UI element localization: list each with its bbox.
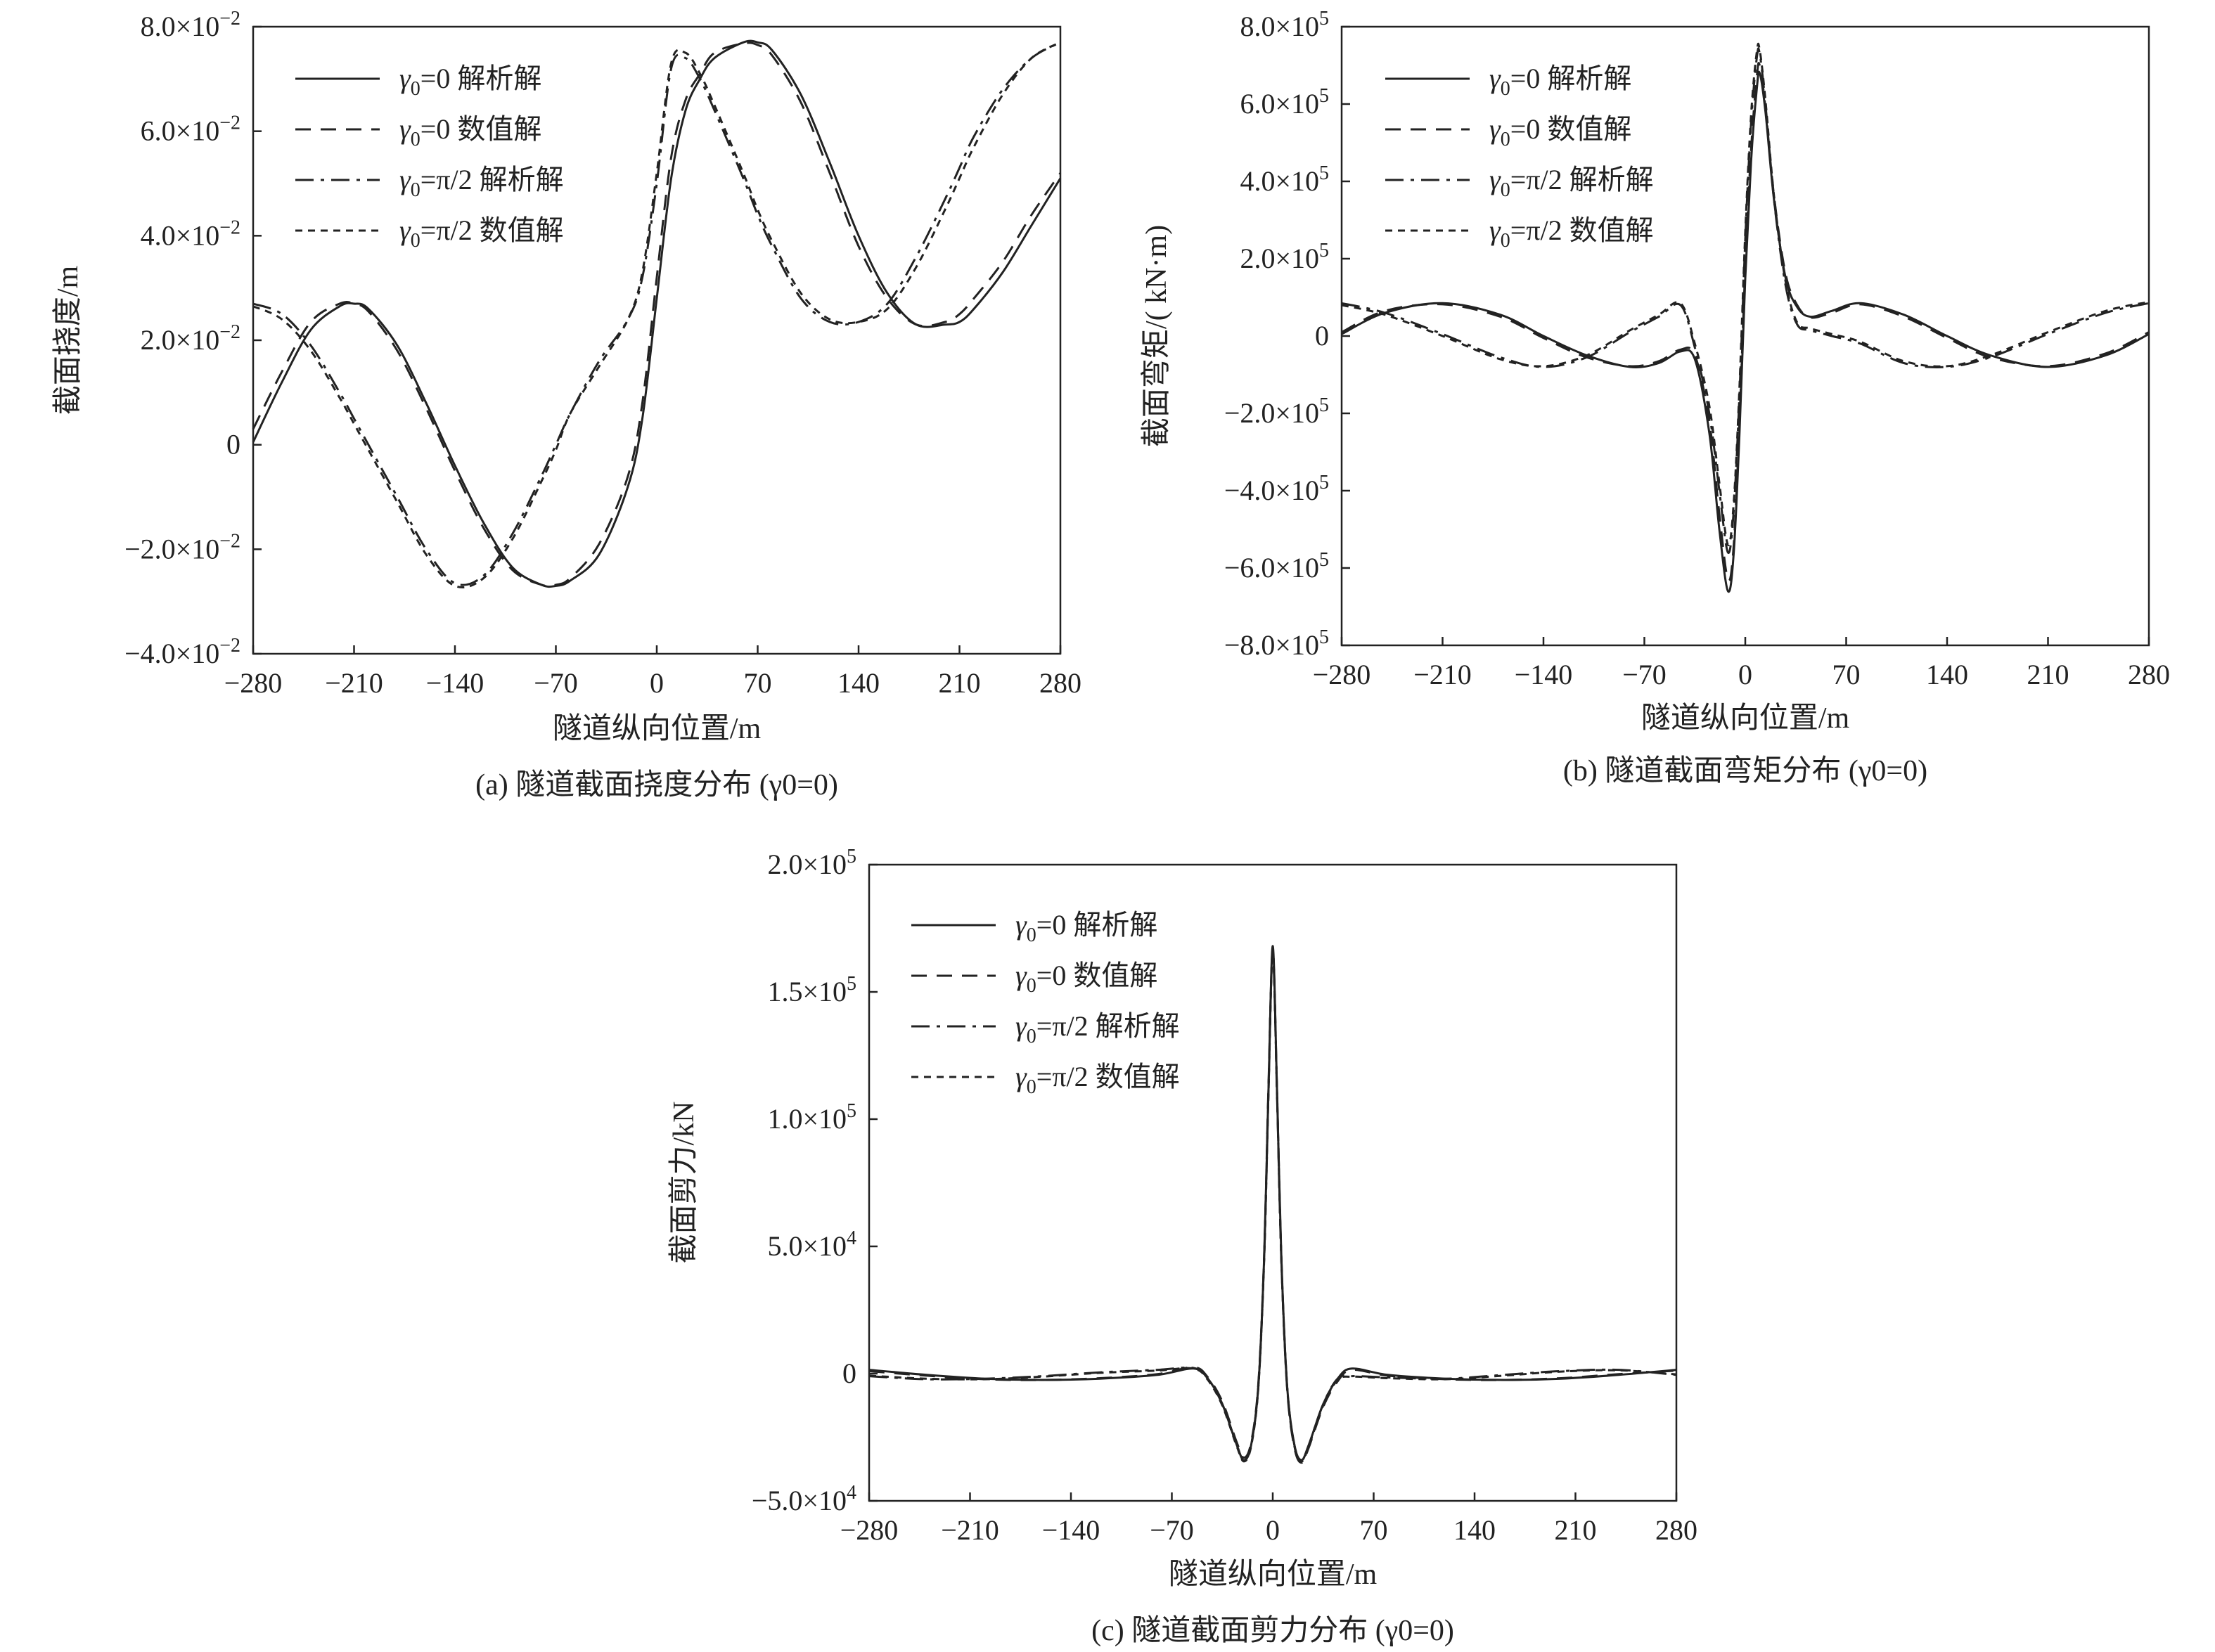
- x-tick-label: −140: [1515, 659, 1573, 690]
- x-tick-label: −210: [1413, 659, 1472, 690]
- x-tick-label: −70: [1622, 659, 1667, 690]
- chart-caption: (c) 隧道截面剪力分布 (γ0=0): [1091, 1615, 1454, 1647]
- series-line-n0: [1341, 62, 2150, 582]
- x-tick-labels: −280 −210 −140 −70 0 70 140 210 280: [224, 645, 1081, 699]
- x-tick-labels: −280 −210 −140 −70 0 70 140 210 280: [1313, 637, 2170, 690]
- x-tick-label: −280: [1313, 659, 1371, 690]
- plot-frame: [252, 25, 1062, 655]
- x-tick-label: −280: [840, 1514, 899, 1546]
- x-axis-label: 隧道纵向位置/m: [1641, 702, 1850, 735]
- y-tick-label: 6.0×10−2: [141, 112, 240, 147]
- legend-label-n0: γ0=0 数值解: [1015, 960, 1157, 997]
- x-tick-label: −210: [941, 1514, 999, 1546]
- y-tick-label: 6.0×105: [1240, 85, 1329, 120]
- y-tick-label: 5.0×104: [767, 1227, 856, 1262]
- x-tick-label: −70: [1150, 1514, 1194, 1546]
- x-axis-label: 隧道纵向位置/m: [1169, 1558, 1378, 1591]
- x-tick-labels: −280 −210 −140 −70 0 70 140 210 280: [840, 1492, 1697, 1546]
- chart-panel-b: −280 −210 −140 −70 0 70 140 210 280 8.0×105 6.0×1…: [1140, 8, 2170, 787]
- series-layer: [252, 39, 1062, 589]
- x-tick-label: 0: [1266, 1514, 1280, 1546]
- x-tick-label: 140: [1453, 1514, 1496, 1546]
- legend: γ0=0 解析解 γ0=0 数值解 γ0=π/2 解析解 γ0=π/2 数值解: [911, 909, 1180, 1098]
- x-tick-label: 140: [1926, 659, 1968, 690]
- y-tick-label: 4.0×105: [1240, 162, 1329, 197]
- y-tick-label: −2.0×105: [1224, 394, 1329, 429]
- legend-label-apm: γ0=π/2 解析解: [1489, 164, 1654, 201]
- x-tick-label: 0: [650, 667, 664, 699]
- plot-frame: [1340, 25, 2150, 647]
- series-line-npm: [868, 950, 1677, 1463]
- x-tick-label: 0: [1738, 659, 1752, 690]
- x-tick-label: 280: [1655, 1514, 1697, 1546]
- chart-panel-c: −280 −210 −140 −70 0 70 140 210 280 2.0×105 1.5×1…: [668, 846, 1697, 1647]
- series-line-apm: [868, 947, 1677, 1461]
- chart-caption: (b) 隧道截面弯矩分布 (γ0=0): [1563, 754, 1927, 787]
- series-line-npm: [1341, 42, 2150, 546]
- series-line-a0: [252, 39, 1062, 588]
- x-tick-label: 210: [2027, 659, 2069, 690]
- series-layer: [1341, 42, 2150, 593]
- legend-label-a0: γ0=0 解析解: [399, 63, 541, 100]
- legend: γ0=0 解析解 γ0=0 数值解 γ0=π/2 解析解 γ0=π/2 数值解: [1385, 63, 1654, 252]
- series-layer: [868, 945, 1677, 1464]
- legend: γ0=0 解析解 γ0=0 数值解 γ0=π/2 解析解 γ0=π/2 数值解: [295, 63, 564, 252]
- y-tick-label: 0: [226, 429, 240, 460]
- legend-label-n0: γ0=0 数值解: [1489, 113, 1631, 150]
- legend-label-npm: γ0=π/2 数值解: [399, 214, 564, 252]
- legend-label-a0: γ0=0 解析解: [1489, 63, 1631, 100]
- y-axis-label: 截面挠度/m: [52, 266, 84, 415]
- y-tick-label: 4.0×10−2: [141, 217, 240, 251]
- x-tick-label: 70: [1360, 1514, 1388, 1546]
- x-tick-label: −280: [224, 667, 283, 699]
- y-tick-labels: 2.0×105 1.5×105 1.0×105 5.0×104 0 −5.0×104: [752, 846, 878, 1516]
- y-tick-label: 1.5×105: [767, 973, 856, 1007]
- x-tick-label: −140: [426, 667, 484, 699]
- y-tick-label: 2.0×105: [1240, 240, 1329, 274]
- y-tick-labels: 8.0×10−2 6.0×10−2 4.0×10−2 2.0×10−2 0 −2.0×10…: [124, 8, 262, 669]
- y-tick-label: −4.0×10−2: [124, 635, 240, 669]
- x-tick-label: 280: [1039, 667, 1081, 699]
- y-tick-label: 1.0×105: [767, 1100, 856, 1135]
- y-tick-label: 8.0×105: [1240, 8, 1329, 42]
- y-axis-label: 截面剪力/kN: [668, 1101, 700, 1263]
- legend-label-a0: γ0=0 解析解: [1015, 909, 1157, 946]
- y-tick-label: 0: [842, 1357, 856, 1389]
- y-tick-label: 2.0×10−2: [141, 321, 240, 356]
- x-tick-label: 70: [744, 667, 772, 699]
- chart-panel-a: −280 −210 −140 −70 0 70 140 210 280 8.0×10−2 6.0×…: [52, 8, 1081, 801]
- x-tick-label: 280: [2128, 659, 2170, 690]
- series-line-a0: [1341, 70, 2150, 593]
- legend-label-apm: γ0=π/2 解析解: [1015, 1010, 1180, 1047]
- y-tick-label: 8.0×10−2: [141, 8, 240, 42]
- legend-label-n0: γ0=0 数值解: [399, 113, 541, 150]
- legend-label-apm: γ0=π/2 解析解: [399, 164, 564, 201]
- chart-caption: (a) 隧道截面挠度分布 (γ0=0): [475, 769, 838, 801]
- x-tick-label: −140: [1042, 1514, 1100, 1546]
- x-axis-label: 隧道纵向位置/m: [553, 712, 762, 745]
- y-tick-label: −6.0×105: [1224, 549, 1329, 583]
- y-axis-label: 截面弯矩/( kN·m): [1140, 225, 1173, 447]
- y-tick-label: −8.0×105: [1224, 626, 1329, 661]
- x-tick-label: −70: [534, 667, 578, 699]
- series-line-apm: [1341, 47, 2150, 554]
- series-line-a0: [868, 945, 1677, 1461]
- x-tick-label: 70: [1832, 659, 1861, 690]
- y-tick-label: −4.0×105: [1224, 472, 1329, 506]
- y-tick-label: 0: [1315, 320, 1329, 351]
- series-line-n0: [252, 41, 1062, 588]
- x-tick-label: 210: [1555, 1514, 1597, 1546]
- x-tick-label: 140: [837, 667, 880, 699]
- legend-label-npm: γ0=π/2 数值解: [1489, 214, 1654, 252]
- y-tick-label: −2.0×10−2: [124, 530, 240, 564]
- y-tick-label: −5.0×104: [752, 1482, 856, 1516]
- x-tick-label: 210: [939, 667, 981, 699]
- y-tick-labels: 8.0×105 6.0×105 4.0×105 2.0×105 0 −2.0×105 −4.…: [1224, 8, 1350, 661]
- y-tick-label: 2.0×105: [767, 846, 856, 880]
- series-line-n0: [868, 950, 1677, 1464]
- x-tick-label: −210: [325, 667, 383, 699]
- legend-label-npm: γ0=π/2 数值解: [1015, 1061, 1180, 1098]
